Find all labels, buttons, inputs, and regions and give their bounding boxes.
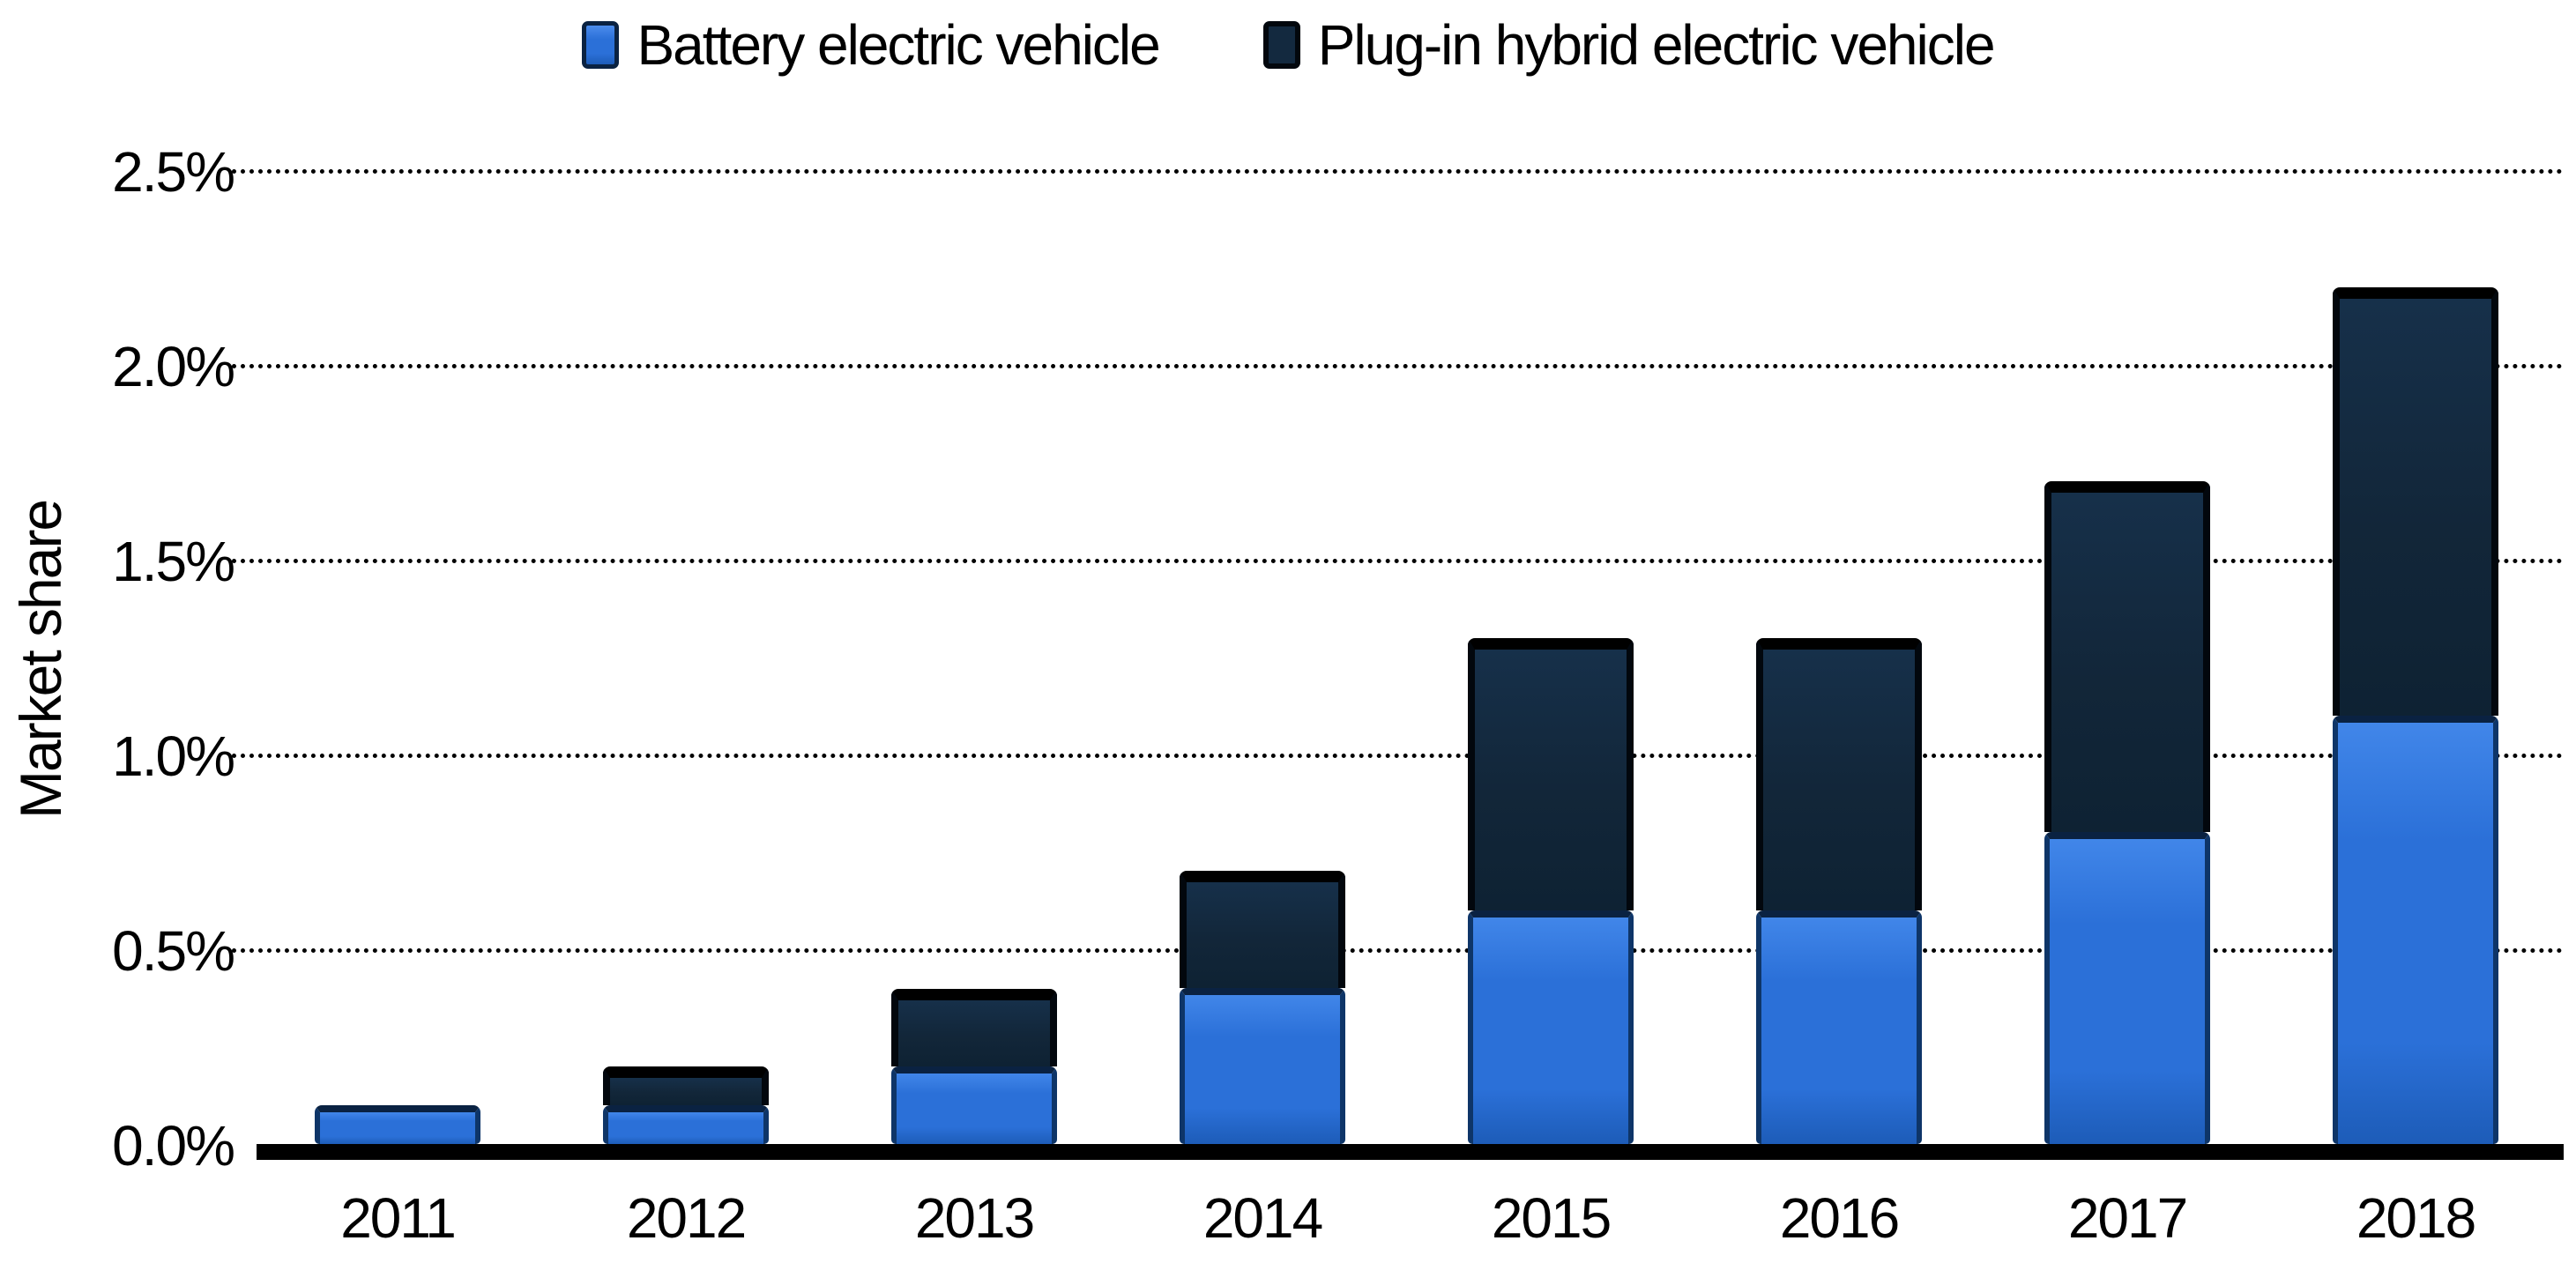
bar-2012-plugin-hybrid (603, 1066, 769, 1105)
bar-2013-battery-electric (891, 1066, 1057, 1144)
x-tick-label-2017: 2017 (2067, 1186, 2188, 1250)
x-tick-label-2012: 2012 (626, 1186, 747, 1250)
bar-2016-battery-electric (1756, 910, 1922, 1144)
legend-label: Plug-in hybrid electric vehicle (1317, 13, 1996, 77)
gridline-1.5% (232, 559, 2564, 563)
bar-2013-plugin-hybrid (891, 989, 1057, 1066)
bar-2018-battery-electric (2333, 716, 2498, 1144)
y-tick-label: 2.5% (112, 140, 235, 204)
y-tick-label: 0.0% (112, 1114, 235, 1178)
y-tick-label: 1.0% (112, 724, 235, 788)
x-tick-label-2013: 2013 (914, 1186, 1035, 1250)
bar-2014-plugin-hybrid (1180, 871, 1345, 988)
gridline-1.0% (232, 754, 2564, 758)
x-tick-label-2016: 2016 (1779, 1186, 1900, 1250)
bar-2016-plugin-hybrid (1756, 638, 1922, 910)
x-axis-baseline (257, 1144, 2564, 1160)
gridline-2.5% (232, 169, 2564, 174)
legend-item-battery-electric: Battery electric vehicle (582, 12, 1161, 78)
x-tick-label-2014: 2014 (1202, 1186, 1323, 1250)
bar-2012-battery-electric (603, 1105, 769, 1144)
bar-2017-plugin-hybrid (2044, 481, 2210, 832)
y-tick-label: 0.5% (112, 919, 235, 983)
bar-2017-battery-electric (2044, 832, 2210, 1144)
y-tick-label: 2.0% (112, 335, 235, 398)
x-tick-label-2011: 2011 (340, 1186, 457, 1250)
legend-label: Battery electric vehicle (637, 13, 1160, 77)
legend-item-plugin-hybrid: Plug-in hybrid electric vehicle (1262, 12, 1996, 78)
x-tick-label-2018: 2018 (2356, 1186, 2476, 1250)
plugin-hybrid-swatch-icon (1262, 21, 1300, 69)
x-tick-label-2015: 2015 (1491, 1186, 1612, 1250)
gridline-0.5% (232, 948, 2564, 953)
chart-legend: Battery electric vehicle Plug-in hybrid e… (0, 12, 2576, 78)
bar-2015-plugin-hybrid (1468, 638, 1634, 910)
gridline-2.0% (232, 364, 2564, 368)
y-tick-label: 1.5% (112, 530, 235, 593)
battery-electric-swatch-icon (582, 21, 620, 69)
bar-2018-plugin-hybrid (2333, 287, 2498, 716)
bar-2011-battery-electric (315, 1105, 480, 1144)
bar-2015-battery-electric (1468, 910, 1634, 1144)
bar-2014-battery-electric (1180, 988, 1345, 1144)
